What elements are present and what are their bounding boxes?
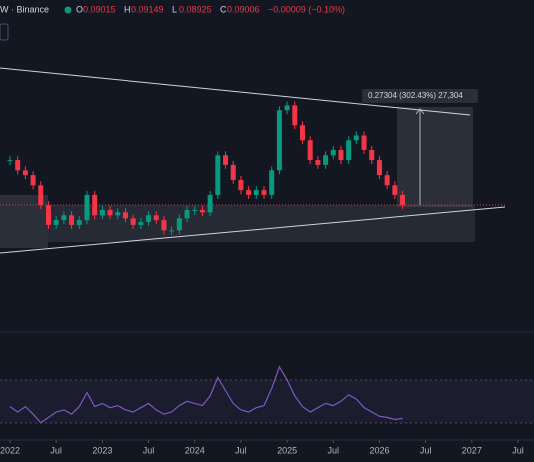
candle [384,175,390,186]
candle [392,185,398,195]
candle [284,105,290,111]
candle [376,160,382,176]
candle [146,215,152,222]
ohlc-key: C [220,4,227,14]
candle [69,215,75,225]
candle [299,125,305,141]
candle [176,218,182,231]
candle [76,220,82,225]
ohlc-key: H [124,4,131,14]
x-tick-label: Jul [328,445,340,455]
ohlc-value: 0.08925 [179,4,212,14]
candle [45,205,51,225]
x-tick-label: Jul [512,445,524,455]
candle [246,190,252,195]
candle [315,160,321,165]
measure-label: 0.27304 (302.43%) 27,304 [368,91,463,100]
candle [269,170,275,195]
candle [84,194,90,221]
measure-arrowhead [415,108,425,115]
candle [230,164,236,180]
candle [53,220,59,225]
measure-box [397,107,473,207]
candle [253,190,259,195]
candle [107,209,113,216]
candle [261,190,267,195]
x-tick-label: 2027 [462,445,482,455]
candle [223,155,229,165]
candle [130,218,136,225]
x-tick-label: Jul [143,445,155,455]
candle [215,155,221,195]
candle [346,140,352,161]
ohlc-value: 0.09006 [227,4,260,14]
candle [99,209,105,216]
candle [199,209,205,213]
change: −0.00009 (−0.10%) [268,4,345,14]
ohlc-key: L [172,4,177,14]
candle [15,160,21,171]
candle [92,194,98,216]
candle [207,194,213,213]
ohlc-key: O [76,4,83,14]
x-tick-label: 2023 [92,445,112,455]
ohlc: O 0.09015 H 0.09149 L 0.08925 C 0.09006 [76,4,260,14]
candle [38,185,44,206]
x-tick-label: 2026 [369,445,389,455]
candle [400,194,406,206]
candle [122,212,128,219]
candle [22,170,28,176]
candle [361,135,367,150]
candle [138,221,144,225]
ohlc-value: 0.09149 [131,4,164,14]
zone-box [48,205,475,242]
candle [115,212,121,216]
x-tick-label: 2022 [0,445,20,455]
x-tick-label: Jul [420,445,432,455]
x-tick-label: Jul [235,445,247,455]
candle [369,149,375,161]
candle [169,230,175,232]
toolbar-button[interactable] [0,23,9,41]
candle [292,105,298,126]
status-dot [64,6,72,14]
x-tick-label: Jul [50,445,62,455]
x-tick-label: 2024 [185,445,205,455]
candle [7,160,13,162]
candle [30,175,36,186]
candle [338,149,344,161]
candle [61,215,67,221]
measure-label-bg [362,89,478,103]
trend-line [0,67,471,116]
rsi-line [9,365,403,424]
candle [161,220,167,231]
candle [353,135,359,141]
candle [192,209,198,211]
candle [184,209,190,219]
candle [323,155,329,165]
x-tick-label: 2025 [277,445,297,455]
ohlc-value: 0.09015 [83,4,116,14]
symbol: W · Binance [0,4,49,14]
candle [276,110,282,171]
trend-line [0,206,506,254]
rsi-band [0,380,534,423]
candle [307,140,313,161]
candle [238,179,244,191]
candle [153,215,159,221]
candle [330,149,336,156]
